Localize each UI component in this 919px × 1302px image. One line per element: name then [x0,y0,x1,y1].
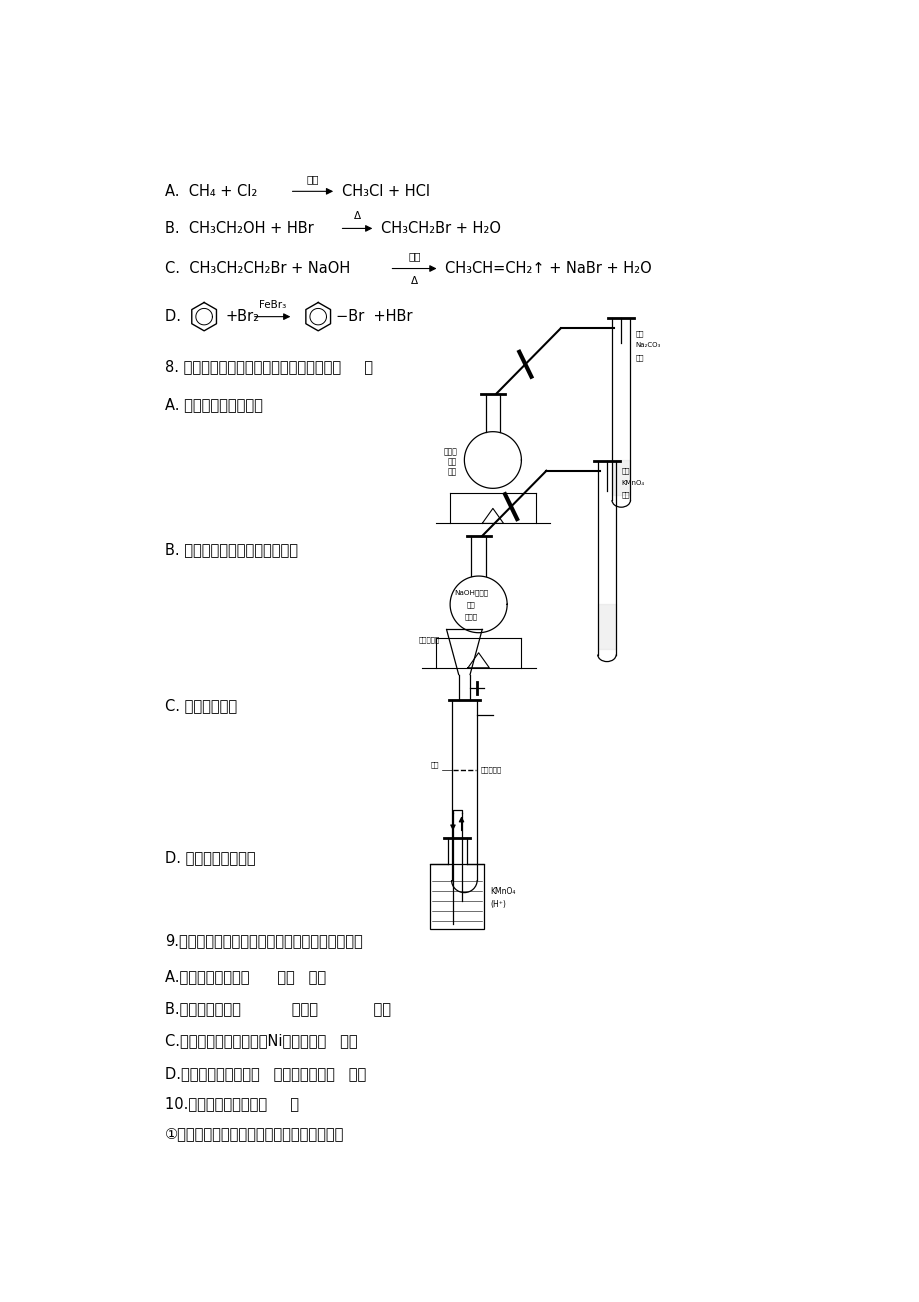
Text: 饱和: 饱和 [635,331,643,337]
Text: 溶液: 溶液 [467,602,475,608]
Text: D. 除去甲烷中的乙烯: D. 除去甲烷中的乙烯 [165,850,255,866]
Text: 溶液: 溶液 [620,492,629,499]
Text: 电石: 电石 [430,762,439,768]
Text: +Br₂: +Br₂ [225,309,259,324]
Bar [430,863,483,928]
Text: 溴乙烷: 溴乙烷 [464,613,478,620]
Bar [612,460,630,495]
Text: A. 制备并收集乙酸乙酯: A. 制备并收集乙酸乙酯 [165,397,263,413]
Text: FeBr₃: FeBr₃ [258,299,286,310]
Text: 浓硫酸: 浓硫酸 [443,448,457,457]
Text: 酸性: 酸性 [620,467,629,474]
Text: C. 实验室制乙炔: C. 实验室制乙炔 [165,698,237,713]
Text: (H⁺): (H⁺) [490,900,505,909]
Text: 10.下列说法正确的是（     ）: 10.下列说法正确的是（ ） [165,1096,299,1111]
Text: 9.下列有关化学反应发生的实验条件说法错误的是: 9.下列有关化学反应发生的实验条件说法错误的是 [165,932,362,948]
Text: B. 验证溴乙烷的消去产物是乙烯: B. 验证溴乙烷的消去产物是乙烯 [165,542,298,557]
Text: 光照: 光照 [306,174,319,185]
Text: B.  CH₃CH₂OH + HBr: B. CH₃CH₂OH + HBr [165,221,313,236]
Text: C.  CH₃CH₂CH₂Br + NaOH: C. CH₃CH₂CH₂Br + NaOH [165,260,350,276]
Text: NaOH、乙醇: NaOH、乙醇 [454,589,488,595]
Text: 饱和食盐水: 饱和食盐水 [418,637,439,643]
Text: Δ: Δ [411,276,417,285]
Text: 乙醇: 乙醇 [408,251,420,262]
Bar [597,604,615,650]
Text: KMnO₄: KMnO₄ [490,887,515,896]
Text: B.醇的消去反应：           浓硫酸            加热: B.醇的消去反应： 浓硫酸 加热 [165,1001,391,1016]
Text: D.: D. [165,309,190,324]
Text: 8. 下列实验中，能达到相应实验目的的是（     ）: 8. 下列实验中，能达到相应实验目的的是（ ） [165,359,372,374]
Text: 多孔塑料板: 多孔塑料板 [481,767,502,773]
Text: 溶液: 溶液 [635,354,643,361]
Text: 乙醇: 乙醇 [448,457,457,466]
Text: ①烷烃和烯烃命名时都要选择最长碳链为主链: ①烷烃和烯烃命名时都要选择最长碳链为主链 [165,1126,344,1142]
Text: D.卤代烃的消去反应：   氢氧化钠水溶液   加热: D.卤代烃的消去反应： 氢氧化钠水溶液 加热 [165,1066,366,1081]
Text: CH₃CH=CH₂↑ + NaBr + H₂O: CH₃CH=CH₂↑ + NaBr + H₂O [445,260,652,276]
Text: CH₃Cl + HCl: CH₃Cl + HCl [341,184,429,199]
Text: C.烯烃与氢气加成反应：Ni（催化剂）   加热: C.烯烃与氢气加成反应：Ni（催化剂） 加热 [165,1032,357,1048]
Text: −Br  +HBr: −Br +HBr [335,309,412,324]
Text: Δ: Δ [354,211,360,221]
Text: A.  CH₄ + Cl₂: A. CH₄ + Cl₂ [165,184,257,199]
Text: A.乙醛的银镜反应：      水浴   加热: A.乙醛的银镜反应： 水浴 加热 [165,969,325,984]
Text: Na₂CO₃: Na₂CO₃ [635,342,660,349]
Text: CH₃CH₂Br + H₂O: CH₃CH₂Br + H₂O [380,221,501,236]
Text: 乙酸: 乙酸 [448,467,457,477]
Text: KMnO₄: KMnO₄ [620,480,643,486]
